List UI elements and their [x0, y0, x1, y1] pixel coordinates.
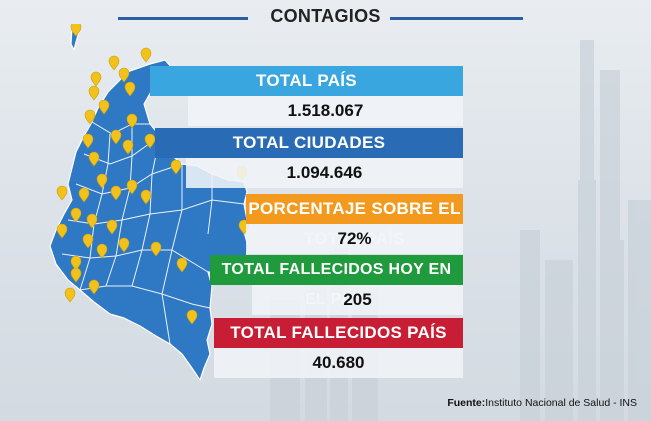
city-marker-icon	[70, 24, 82, 37]
city-marker-icon	[96, 173, 108, 189]
city-marker-icon	[88, 151, 100, 167]
city-marker-icon	[82, 133, 94, 149]
city-marker-icon	[118, 237, 130, 253]
city-marker-icon	[126, 113, 138, 129]
fallecidos-hoy-banner: TOTAL FALLECIDOS HOY EN EL PAÍS	[210, 255, 463, 308]
city-marker-icon	[186, 309, 198, 325]
porcentaje-banner: PORCENTAJE SOBRE EL TOTAL PAÍS	[246, 194, 463, 248]
city-marker-icon	[122, 139, 134, 155]
city-marker-icon	[176, 257, 188, 273]
city-marker-icon	[144, 133, 156, 149]
city-marker-icon	[170, 159, 182, 175]
total-ciudades-value: 1.094.646	[186, 158, 463, 188]
fallecidos-pais-banner: TOTAL FALLECIDOS PAÍS	[214, 318, 463, 348]
city-marker-icon	[70, 267, 82, 283]
city-marker-icon	[82, 233, 94, 249]
city-marker-icon	[118, 67, 130, 83]
total-pais-banner: TOTAL PAÍS	[150, 66, 463, 96]
source-text: Instituto Nacional de Salud - INS	[485, 397, 637, 409]
source-label: Fuente:	[447, 397, 486, 409]
city-marker-icon	[126, 179, 138, 195]
city-marker-icon	[90, 71, 102, 87]
city-marker-icon	[108, 55, 120, 71]
city-marker-icon	[70, 207, 82, 223]
city-marker-icon	[56, 223, 68, 239]
colombia-map	[49, 24, 250, 381]
city-marker-icon	[64, 287, 76, 303]
city-marker-icon	[150, 241, 162, 257]
city-marker-icon	[98, 99, 110, 115]
city-marker-icon	[140, 47, 152, 63]
fallecidos-pais-value: 40.680	[214, 348, 463, 378]
city-marker-icon	[110, 129, 122, 145]
source-caption: Fuente:Instituto Nacional de Salud - INS	[447, 397, 637, 409]
header-line-left	[118, 17, 248, 20]
header-line-right	[390, 17, 523, 20]
city-marker-icon	[140, 189, 152, 205]
city-marker-icon	[106, 219, 118, 235]
city-marker-icon	[124, 81, 136, 97]
total-ciudades-banner: TOTAL CIUDADES	[155, 128, 463, 158]
city-marker-icon	[110, 185, 122, 201]
city-marker-icon	[70, 255, 82, 271]
city-marker-icon	[96, 243, 108, 259]
city-marker-icon	[78, 187, 90, 203]
city-marker-icon	[84, 109, 96, 125]
total-pais-value: 1.518.067	[188, 96, 463, 126]
fallecidos-hoy-value: 205	[252, 285, 463, 315]
city-marker-icon	[88, 85, 100, 101]
porcentaje-value: 72%	[246, 224, 463, 254]
city-marker-icon	[56, 185, 68, 201]
page-title: CONTAGIOS	[270, 6, 381, 26]
city-marker-icon	[86, 213, 98, 229]
city-marker-icon	[88, 279, 100, 295]
